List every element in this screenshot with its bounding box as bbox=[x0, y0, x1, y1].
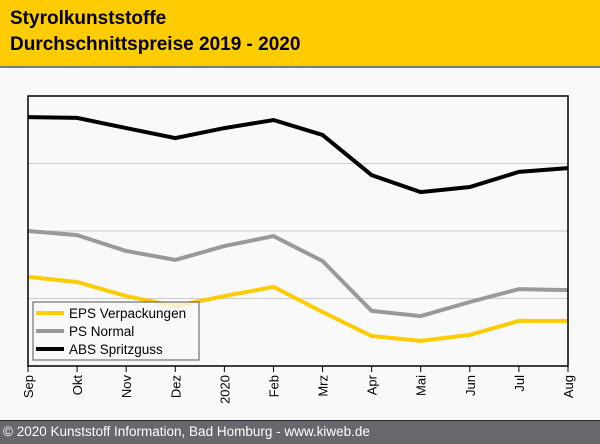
chart-header: Styrolkunststoffe Durchschnittspreise 20… bbox=[0, 0, 600, 68]
series-line-2 bbox=[27, 115, 569, 195]
x-tick-label: 2020 bbox=[217, 375, 232, 404]
series-line-0 bbox=[27, 274, 568, 343]
legend-label-0: EPS Verpackungen bbox=[69, 306, 186, 321]
legend: EPS Verpackungen PS Normal ABS Spritzguss bbox=[32, 301, 200, 361]
x-tick-label: Dez bbox=[168, 375, 183, 398]
chart-subtitle: Durchschnittspreise 2019 - 2020 bbox=[10, 34, 301, 55]
copyright-text: © 2020 Kunststoff Information, Bad Hombu… bbox=[3, 424, 370, 439]
x-tick-label: Okt bbox=[70, 375, 85, 396]
x-tick-label: Sep bbox=[21, 375, 36, 398]
legend-label-1: PS Normal bbox=[69, 324, 134, 339]
series-line-1 bbox=[27, 229, 569, 319]
x-tick-label: Jun bbox=[463, 375, 478, 396]
x-tick-label: Jul bbox=[512, 375, 527, 392]
x-axis-ticks: Sep Okt Nov Dez 2020 Feb Mrz Apr Mai Jun Jul Aug bbox=[21, 366, 576, 404]
plot-frame bbox=[27, 95, 569, 367]
chart-title: Styrolkunststoffe bbox=[10, 8, 167, 29]
copyright-footer: © 2020 Kunststoff Information, Bad Hombu… bbox=[0, 420, 600, 444]
x-tick-label: Nov bbox=[119, 375, 134, 399]
x-tick-label: Aug bbox=[561, 375, 576, 398]
legend-label-2: ABS Spritzguss bbox=[69, 342, 163, 357]
x-tick-label: Apr bbox=[365, 374, 380, 395]
series-lines bbox=[27, 115, 569, 343]
x-tick-label: Mrz bbox=[316, 375, 331, 397]
x-tick-label: Feb bbox=[266, 375, 281, 397]
x-tick-label: Mai bbox=[414, 375, 429, 396]
